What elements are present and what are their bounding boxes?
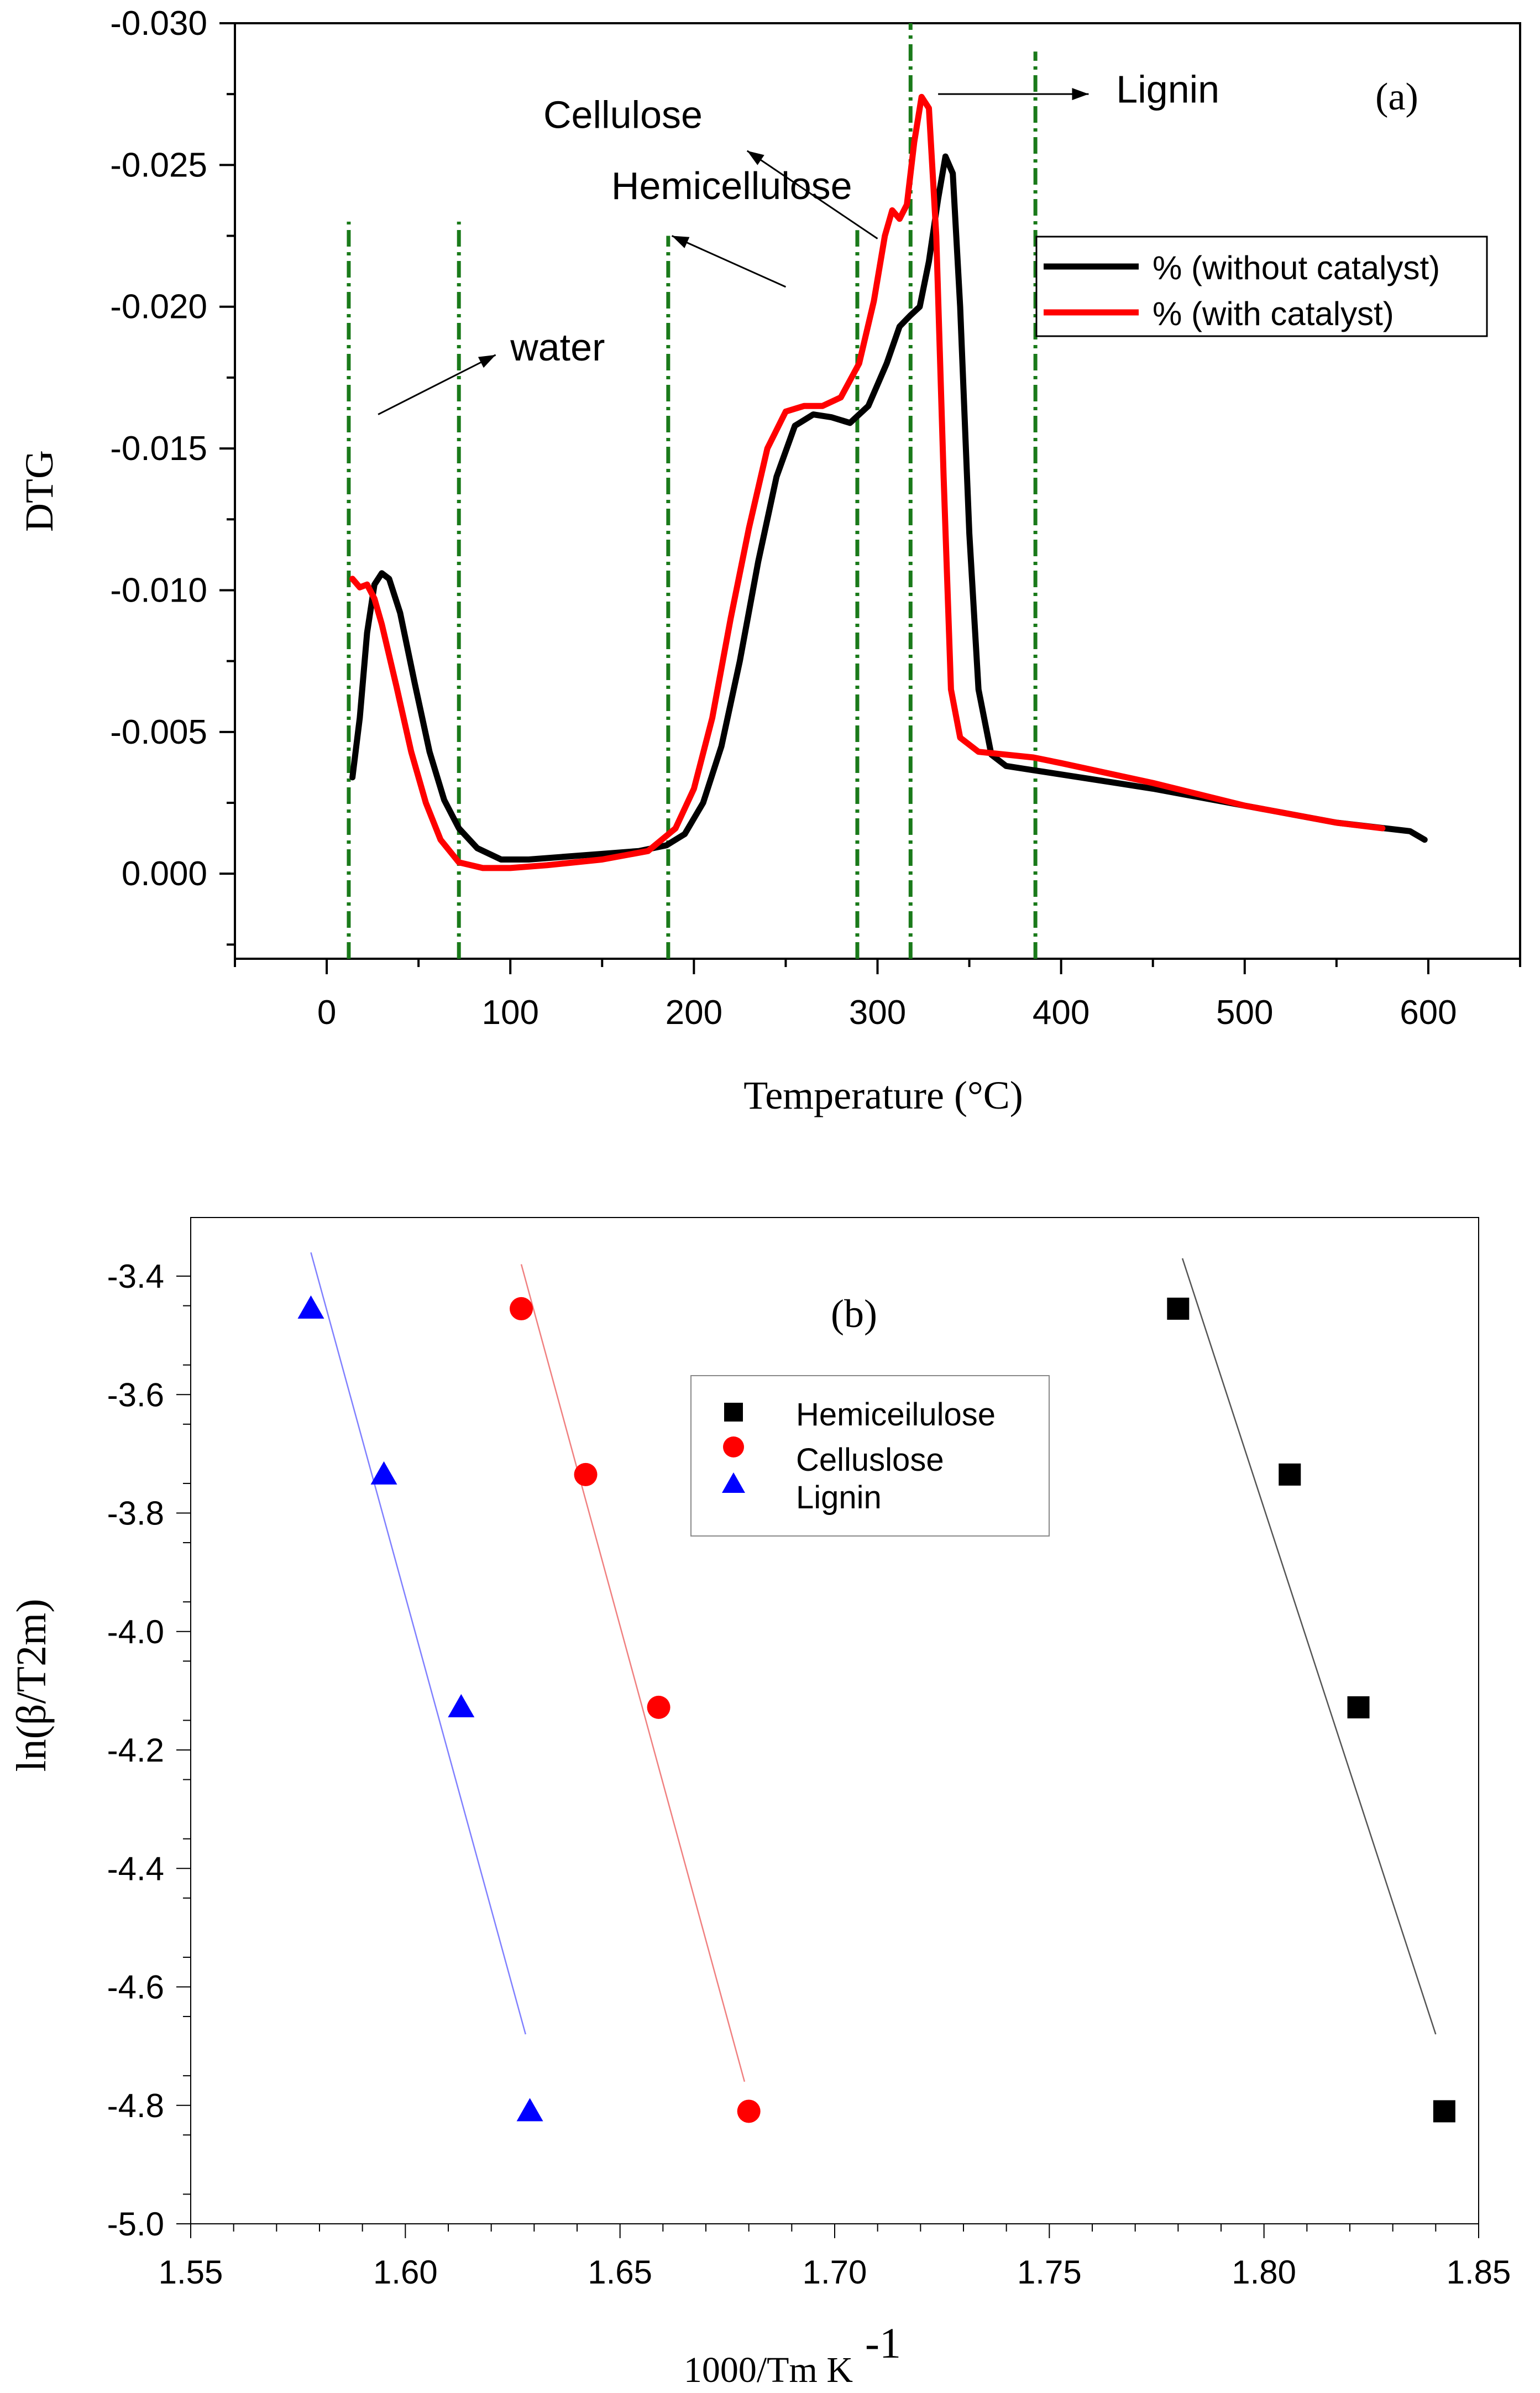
a-x-tick-label: 600 bbox=[1400, 994, 1457, 1032]
legend-label-with-catalyst: % (with catalyst) bbox=[1153, 295, 1394, 332]
legend-label-hemicellulose: Hemiceilulose bbox=[796, 1397, 996, 1433]
annotation-arrow-head bbox=[672, 236, 690, 248]
b-x-tick-label: 1.55 bbox=[159, 2254, 223, 2291]
panel-a-legend-box bbox=[1035, 236, 1488, 337]
series-line-with-catalyst bbox=[349, 93, 1386, 871]
fit-line-cellulose bbox=[520, 1264, 746, 2082]
a-y-tick-label: -0.015 bbox=[110, 430, 207, 468]
legend-label-lignin: Lignin bbox=[796, 1480, 882, 1516]
panel-b-legend-box bbox=[690, 1375, 1050, 1537]
b-y-tick-label: -3.8 bbox=[107, 1495, 164, 1532]
legend-label-without-catalyst: % (without catalyst) bbox=[1153, 249, 1440, 286]
annotation-arrow-head bbox=[747, 150, 764, 165]
a-x-tick-label: 200 bbox=[666, 994, 722, 1032]
panel-b-kissinger-plot: 1.55 1.60 1.65 1.70 1.75 1.80 1.85 -5.0 -4.8 -4.6… bbox=[8, 1217, 1511, 2390]
a-x-tick-label: 0 bbox=[317, 994, 336, 1032]
a-x-tick-label: 300 bbox=[849, 994, 906, 1032]
data-point-lignin bbox=[516, 2098, 543, 2122]
data-point-cellulose bbox=[510, 1297, 533, 1320]
legend-marker-hemicellulose bbox=[724, 1403, 743, 1422]
panel-a-dtg-chart: 0 100 200 300 400 500 600 0.000 -0.005 -0.010 -0.0… bbox=[17, 4, 1521, 1117]
panel-b-label: (b) bbox=[831, 1292, 877, 1336]
a-y-tick-label: -0.010 bbox=[110, 571, 207, 609]
a-x-tick-label: 100 bbox=[481, 994, 538, 1032]
b-y-tick-label: -4.2 bbox=[107, 1732, 164, 1769]
panel-a-y-axis-title: DTG bbox=[17, 450, 61, 532]
b-x-tick-label: 1.75 bbox=[1017, 2254, 1082, 2291]
series-line-without-catalyst bbox=[349, 153, 1428, 863]
a-y-tick-label: -0.030 bbox=[110, 4, 207, 43]
a-y-tick-label: 0.000 bbox=[122, 855, 207, 893]
panel-b-y-axis-title: ln(β/T2m) bbox=[8, 1598, 55, 1772]
data-point-lignin bbox=[370, 1461, 397, 1485]
b-y-tick-label: -5.0 bbox=[107, 2206, 164, 2243]
panel-b-x-axis-title: 1000/Tm K bbox=[684, 2350, 853, 2390]
data-point-hemicellulose bbox=[1279, 1463, 1301, 1486]
annotation-label: water bbox=[510, 326, 605, 369]
legend-label-cellulose: Celluslose bbox=[796, 1442, 944, 1478]
data-point-lignin bbox=[448, 1694, 475, 1717]
fit-line-hemicellulose bbox=[1181, 1258, 1437, 2035]
annotation-label: Hemicellulose bbox=[611, 164, 852, 207]
b-x-tick-label: 1.65 bbox=[588, 2254, 652, 2291]
annotation-arrow-line bbox=[378, 354, 496, 415]
b-x-tick-label: 1.60 bbox=[373, 2254, 438, 2291]
panel-a-annotations: water Hemicellulose Cellulose Lignin bbox=[378, 68, 1219, 415]
a-x-tick-label: 500 bbox=[1216, 994, 1273, 1032]
annotation-label: Lignin bbox=[1116, 68, 1219, 111]
annotation-arrow-head bbox=[1072, 88, 1089, 101]
b-y-tick-label: -4.0 bbox=[107, 1613, 164, 1650]
b-y-tick-label: -3.4 bbox=[107, 1258, 164, 1295]
data-point-cellulose bbox=[737, 2099, 761, 2123]
panel-a-axes: 0 100 200 300 400 500 600 0.000 -0.005 -0.010 -0.0… bbox=[110, 4, 1521, 1032]
a-y-tick-label: -0.020 bbox=[110, 288, 207, 326]
panel-a-x-axis-title: Temperature (°C) bbox=[743, 1073, 1023, 1117]
annotation-arrow-head bbox=[478, 354, 496, 368]
data-point-cellulose bbox=[574, 1462, 598, 1486]
panel-b-legend: Hemiceilulose Celluslose Lignin bbox=[690, 1375, 1050, 1537]
b-x-tick-label: 1.80 bbox=[1232, 2254, 1296, 2291]
data-point-hemicellulose bbox=[1347, 1696, 1370, 1718]
b-y-tick-label: -4.8 bbox=[107, 2087, 164, 2124]
fit-line-lignin bbox=[310, 1252, 527, 2035]
b-y-tick-label: -4.4 bbox=[107, 1850, 164, 1887]
annotation-arrow-line bbox=[746, 150, 878, 239]
b-y-tick-label: -4.6 bbox=[107, 1969, 164, 2006]
a-y-tick-label: -0.005 bbox=[110, 713, 207, 751]
panel-a-series bbox=[349, 93, 1428, 871]
data-point-cellulose bbox=[647, 1695, 671, 1719]
panel-a-legend: % (without catalyst) % (with catalyst) bbox=[1035, 236, 1488, 337]
b-x-tick-label: 1.85 bbox=[1447, 2254, 1511, 2291]
panel-b-x-axis-title-superscript: -1 bbox=[865, 2319, 901, 2367]
panel-a-label: (a) bbox=[1375, 76, 1418, 118]
panel-b-axes: 1.55 1.60 1.65 1.70 1.75 1.80 1.85 -5.0 -4.8 -4.6… bbox=[107, 1258, 1511, 2291]
b-x-tick-label: 1.70 bbox=[803, 2254, 867, 2291]
a-x-tick-label: 400 bbox=[1033, 994, 1089, 1032]
data-point-hemicellulose bbox=[1167, 1297, 1190, 1320]
data-point-lignin bbox=[297, 1295, 324, 1319]
legend-marker-cellulose bbox=[723, 1436, 744, 1457]
data-point-hemicellulose bbox=[1433, 2100, 1455, 2123]
a-y-tick-label: -0.025 bbox=[110, 146, 207, 184]
legend-marker-lignin bbox=[722, 1472, 745, 1493]
b-y-tick-label: -3.6 bbox=[107, 1376, 164, 1413]
panel-b-series bbox=[297, 1252, 1455, 2123]
annotation-arrow-line bbox=[671, 235, 787, 288]
annotation-label: Cellulose bbox=[543, 93, 703, 137]
